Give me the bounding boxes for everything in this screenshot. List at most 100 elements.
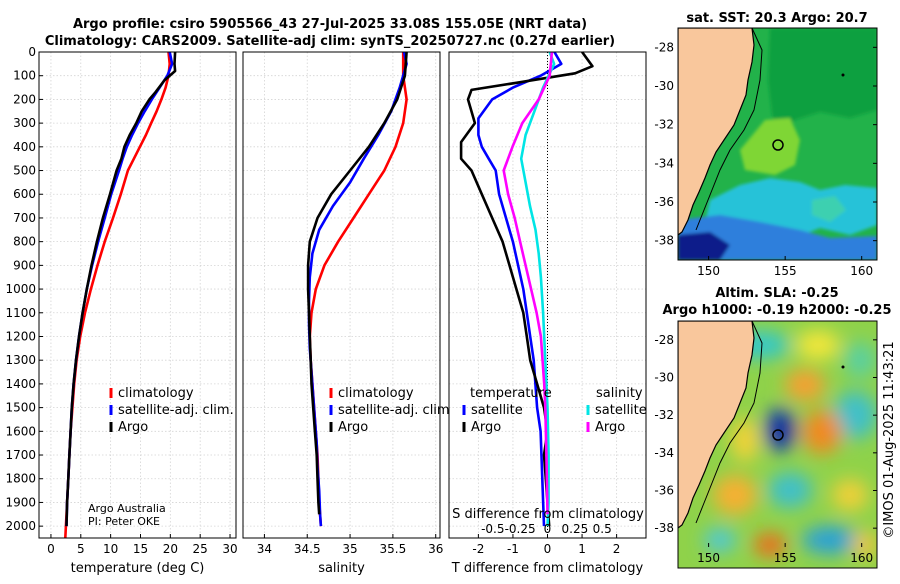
ytick-label: 1700 [5,448,36,462]
xtick-label: 30 [222,542,237,556]
map-ytick-label: -30 [654,79,674,93]
xtick-label: 34 [257,542,272,556]
stick-label: 0 [544,522,552,536]
sst-cold-south [678,215,877,260]
sla-map-frame [677,320,878,569]
map-ytick-label: -38 [654,234,674,248]
map-xtick-label: 160 [850,264,873,278]
sla-island-dot [841,365,845,369]
map-ytick-label: -36 [654,484,674,498]
map-ytick-label: -34 [654,446,674,460]
xtick-label: 25 [193,542,208,556]
ytick-label: 1800 [5,472,36,486]
ytick-label: 100 [13,69,36,83]
map-ytick-label: -38 [654,521,674,535]
ytick-label: 1600 [5,424,36,438]
xlabel-temperature: temperature (deg C) [71,561,205,576]
sst-eddy [812,196,846,222]
panel-salinity: 34 34.5 35 35.5 36 salinity climatology satelli… [242,51,454,576]
panel-temperature: 0 5 10 15 20 25 30 temperature (deg C) 0 100 200 30… [5,45,237,576]
ytick-label: 600 [13,187,36,201]
xtick-label: 15 [133,542,148,556]
map-xtick-label: 155 [774,264,797,278]
map-ytick-label: -28 [654,40,674,54]
sla-map-title-1: Altim. SLA: -0.25 [715,286,838,301]
sla-map: 150 155 160 -28 -30 -32 -34 -36 -38 [654,320,878,569]
sst-warm-patch-north [768,28,877,135]
sst-float-marker [772,139,784,151]
ytick-label: 800 [13,235,36,249]
map-ytick-label: -32 [654,408,674,422]
credit-line-1: Argo Australia [88,502,166,515]
sst-island-dot [841,73,845,77]
legend-label: climatology [118,386,194,401]
xlabel-top-difference: S difference from climatology [452,507,644,522]
title-line-2: Climatology: CARS2009. Satellite-adj cli… [45,34,615,49]
xtick-label: 35 [342,542,357,556]
sst-map-title: sat. SST: 20.3 Argo: 20.7 [686,11,867,26]
ytick-label: 1200 [5,329,36,343]
xtick-label: 0 [47,542,55,556]
plot-area-salinity [243,52,440,538]
ytick-label: 1300 [5,353,36,367]
legend-label: Argo [471,420,501,435]
credit-line-2: PI: Peter OKE [88,515,160,528]
sst-warm-core [740,118,800,175]
stick-label: -0.5 [481,522,504,536]
sla-float-marker [772,429,784,441]
ytick-label: 1400 [5,377,36,391]
ytick-label: 1000 [5,282,36,296]
legend-label: satellite-adj. clim. [338,403,454,418]
legend-label: Argo [595,420,625,435]
map-xtick-label: 160 [850,551,873,565]
xtick-label: 20 [163,542,178,556]
series-t-satellite [477,51,563,527]
ytick-label: 300 [13,116,36,130]
series-s-argo [502,51,554,515]
legend-label: satellite [595,403,647,418]
map-ytick-label: -34 [654,156,674,170]
frame-temperature [38,51,237,539]
sst-land [678,28,755,236]
map-xtick-label: 150 [697,551,720,565]
map-ytick-label: -36 [654,195,674,209]
map-xtick-label: 150 [697,264,720,278]
sla-map-title-2: Argo h1000: -0.19 h2000: -0.25 [662,303,891,318]
ytick-label: 1100 [5,306,36,320]
ytick-label: 1500 [5,401,36,415]
sst-shelf-contour [695,28,763,231]
map-ytick-label: -30 [654,371,674,385]
xtick-label: 35.5 [380,542,407,556]
legend-title-salinity: salinity [596,386,643,401]
xtick-label: 0 [544,542,552,556]
ytick-label: 200 [13,92,36,106]
legend-title-temperature: temperature [470,386,552,401]
xlabel-difference: T difference from climatology [451,561,644,576]
frame-salinity [242,51,441,539]
stick-label: 0.25 [562,522,589,536]
xtick-label: 1 [578,542,586,556]
xtick-label: 36 [428,542,443,556]
ytick-label: 0 [28,45,36,59]
ytick-label: 2000 [5,519,36,533]
ytick-label: 400 [13,140,36,154]
imos-stamp: ©IMOS 01-Aug-2025 11:43:21 [882,341,897,538]
legend-label: satellite-adj. clim. [118,403,234,418]
panel-difference: -2 -1 0 1 2 T difference from climatology temp… [448,51,647,576]
xlabel-salinity: salinity [318,561,365,576]
ytick-label: 500 [13,164,36,178]
series-argo [65,51,177,527]
map-ytick-label: -28 [654,333,674,347]
map-xtick-label: 155 [774,551,797,565]
stick-label: 0.5 [593,522,612,536]
sst-coldest [678,232,730,260]
ytick-label: 900 [13,258,36,272]
map-ytick-label: -32 [654,118,674,132]
title-line-1: Argo profile: csiro 5905566_43 27-Jul-20… [73,17,587,32]
series-argo [306,51,408,515]
xtick-label: -2 [472,542,484,556]
sla-shelf-contour [695,321,763,524]
xtick-label: 2 [613,542,621,556]
xtick-label: 5 [77,542,85,556]
